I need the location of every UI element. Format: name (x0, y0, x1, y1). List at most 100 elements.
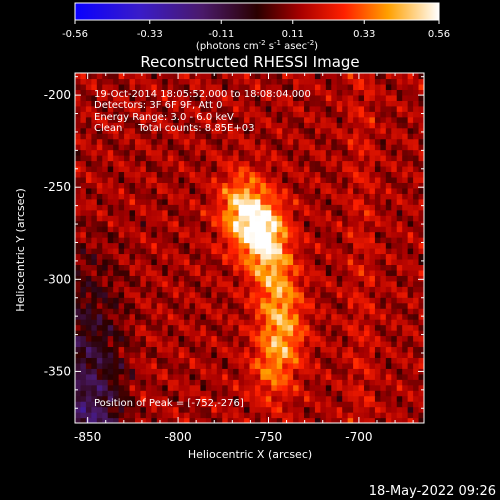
heatmap-cell (249, 379, 256, 386)
heatmap-cell (347, 100, 354, 107)
heatmap-cell (325, 171, 332, 178)
heatmap-cell (298, 412, 305, 419)
heatmap-cell (265, 335, 272, 342)
heatmap-cell (129, 215, 136, 222)
heatmap-cell (162, 220, 169, 227)
heatmap-cell (96, 248, 103, 255)
heatmap-cell (129, 133, 136, 140)
heatmap-cell (184, 105, 191, 112)
heatmap-cell (309, 78, 316, 85)
heatmap-cell (293, 138, 300, 145)
heatmap-cell (369, 105, 376, 112)
heatmap-cell (129, 412, 136, 419)
heatmap-cell (222, 231, 229, 238)
heatmap-cell (364, 351, 371, 358)
heatmap-cell (385, 264, 392, 271)
heatmap-cell (271, 286, 278, 293)
heatmap-cell (271, 275, 278, 282)
heatmap-cell (178, 160, 185, 167)
heatmap-cell (325, 308, 332, 315)
heatmap-cell (249, 390, 256, 397)
heatmap-cell (233, 269, 240, 276)
heatmap-cell (227, 297, 234, 304)
heatmap-cell (298, 335, 305, 342)
heatmap-cell (145, 330, 152, 337)
heatmap-cell (413, 275, 420, 282)
heatmap-cell (369, 176, 376, 183)
heatmap-cell (227, 395, 234, 402)
heatmap-cell (413, 89, 420, 96)
heatmap-cell (227, 111, 234, 118)
heatmap-cell (320, 215, 327, 222)
heatmap-cell (200, 193, 207, 200)
heatmap-cell (85, 116, 92, 123)
heatmap-cell (347, 149, 354, 156)
heatmap-cell (189, 286, 196, 293)
heatmap-cell (320, 330, 327, 337)
heatmap-cell (385, 226, 392, 233)
heatmap-cell (162, 253, 169, 260)
heatmap-cell (320, 226, 327, 233)
heatmap-cell (211, 73, 218, 80)
heatmap-cell (364, 330, 371, 337)
heatmap-cell (173, 313, 180, 320)
heatmap-cell (222, 373, 229, 380)
heatmap-cell (102, 335, 109, 342)
heatmap-cell (107, 368, 114, 375)
heatmap-cell (413, 105, 420, 112)
heatmap-cell (325, 412, 332, 419)
heatmap-cell (347, 73, 354, 80)
heatmap-cell (216, 94, 223, 101)
heatmap-cell (282, 187, 289, 194)
heatmap-cell (194, 83, 202, 91)
heatmap-cell (244, 379, 251, 386)
heatmap-cell (85, 138, 92, 145)
heatmap-cell (293, 297, 300, 304)
heatmap-cell (113, 94, 120, 101)
heatmap-cell (331, 412, 338, 419)
heatmap-cell (265, 275, 272, 282)
heatmap-cell (298, 280, 305, 287)
heatmap-cell (129, 258, 136, 266)
heatmap-cell (304, 73, 311, 80)
heatmap-cell (216, 111, 223, 118)
heatmap-cell (325, 417, 332, 423)
heatmap-cell (91, 220, 98, 227)
heatmap-cell (173, 286, 180, 293)
heatmap-cell (91, 209, 98, 216)
heatmap-cell (194, 215, 202, 222)
heatmap-cell (227, 220, 234, 227)
heatmap-cell (385, 144, 392, 151)
heatmap-cell (205, 138, 212, 145)
heatmap-cell (413, 127, 420, 134)
heatmap-cell (173, 330, 180, 337)
heatmap-cell (418, 362, 424, 369)
heatmap-cell (134, 286, 142, 293)
heatmap-cell (238, 330, 245, 337)
heatmap-cell (91, 165, 98, 173)
heatmap-cell (413, 94, 420, 101)
heatmap-cell (293, 111, 300, 118)
heatmap-cell (287, 204, 294, 211)
heatmap-cell (282, 78, 289, 85)
heatmap-cell (205, 319, 212, 326)
heatmap-cell (118, 122, 125, 129)
heatmap-cell (254, 127, 262, 134)
heatmap-cell (396, 330, 403, 337)
heatmap-cell (304, 105, 311, 112)
heatmap-cell (151, 390, 158, 397)
heatmap-cell (151, 308, 158, 315)
heatmap-cell (178, 193, 185, 200)
heatmap-cell (309, 209, 316, 216)
heatmap-cell (314, 335, 321, 342)
heatmap-cell (96, 412, 103, 419)
heatmap-cell (189, 122, 196, 129)
heatmap-cell (282, 291, 289, 298)
heatmap-cell (353, 395, 360, 402)
heatmap-cell (391, 116, 398, 123)
heatmap-cell (91, 330, 98, 337)
heatmap-cell (233, 144, 240, 151)
heatmap-cell (189, 417, 196, 423)
heatmap-cell (287, 308, 294, 315)
heatmap-cell (380, 187, 387, 194)
